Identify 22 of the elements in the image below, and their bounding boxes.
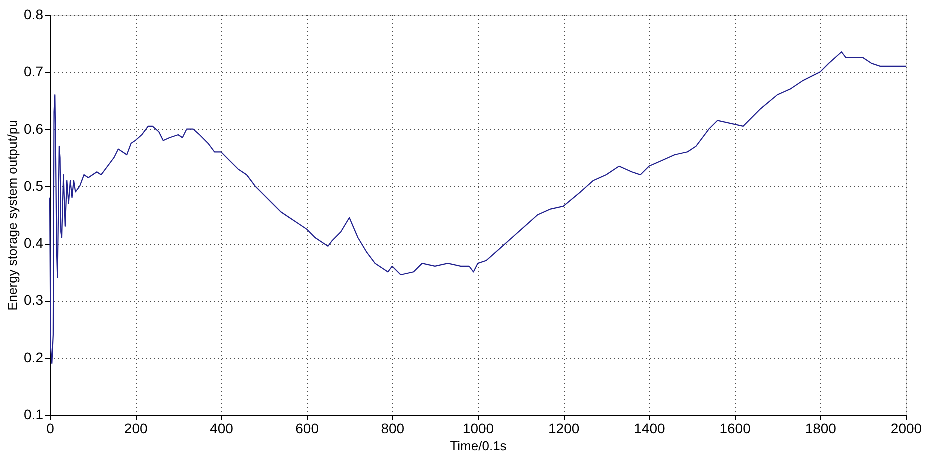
x-tick-label: 2000 <box>890 420 922 436</box>
x-axis-title: Time/0.1s <box>450 438 508 454</box>
x-tick-label: 1800 <box>805 420 837 436</box>
y-tick-label: 0.7 <box>24 64 44 80</box>
x-tick-label: 400 <box>210 420 234 436</box>
x-tick-label: 800 <box>381 420 405 436</box>
x-tick-label: 200 <box>124 420 148 436</box>
y-tick-label: 0.6 <box>24 120 44 137</box>
x-tick-label: 1600 <box>720 420 752 436</box>
y-tick-label: 0.3 <box>24 292 44 308</box>
y-tick-label: 0.2 <box>24 349 44 366</box>
y-tick-label: 0.1 <box>24 406 44 422</box>
y-tick-label: 0.8 <box>24 6 44 22</box>
line-series <box>49 52 907 364</box>
x-tick-label: 1400 <box>634 420 666 436</box>
y-tick-label: 0.5 <box>24 178 44 194</box>
x-tick-label: 600 <box>296 420 320 436</box>
x-tick-label: 0 <box>46 420 55 436</box>
x-tick-label: 1000 <box>462 420 494 436</box>
x-tick-label: 1200 <box>548 420 580 436</box>
y-axis-title: Energy storage system output/pu <box>5 120 20 311</box>
y-tick-label: 0.4 <box>24 235 44 252</box>
